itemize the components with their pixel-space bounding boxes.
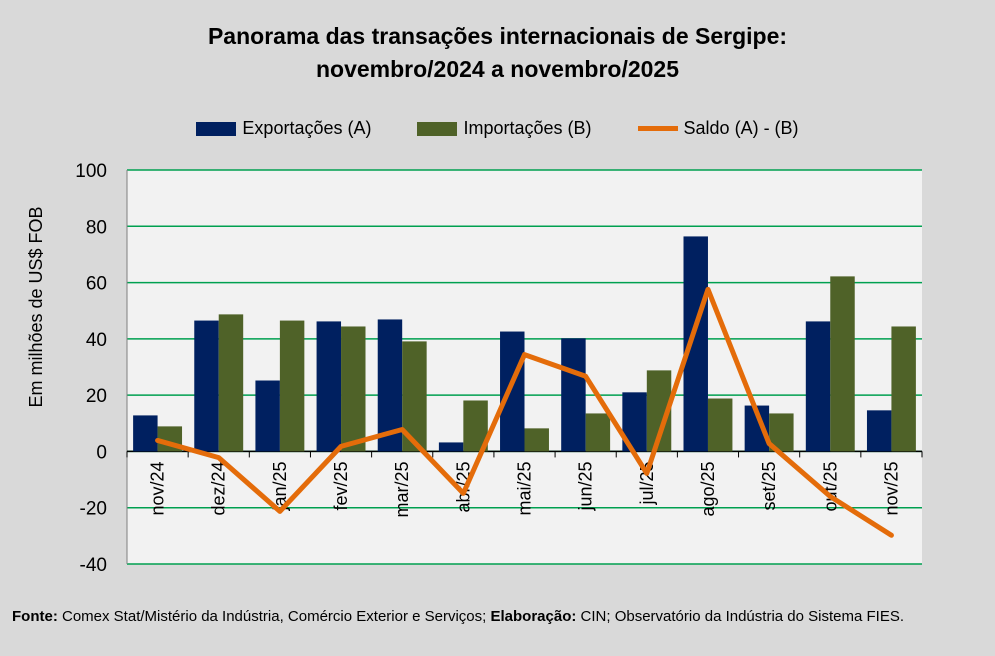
- export-bar: [255, 380, 280, 452]
- y-tick-label: 100: [75, 161, 107, 182]
- x-tick-label: out/25: [820, 461, 840, 511]
- import-bar: [524, 428, 549, 452]
- import-bar: [891, 326, 916, 452]
- import-bar: [707, 398, 733, 452]
- balance-line: [155, 286, 894, 538]
- source-note: Fonte: Comex Stat/Mistério da Indústria,…: [12, 606, 987, 628]
- y-tick-label: 40: [86, 330, 107, 351]
- y-tick-label: -40: [80, 555, 107, 576]
- export-bar: [683, 236, 708, 452]
- x-tick-label: ago/25: [698, 461, 718, 516]
- x-tick-label: set/25: [759, 461, 779, 510]
- y-tick-label: -20: [80, 499, 107, 520]
- x-tick-label: jan/25: [270, 461, 290, 511]
- export-bar: [316, 321, 342, 452]
- x-tick-label: dez/24: [209, 461, 229, 515]
- elaboration-label: Elaboração:: [490, 608, 577, 625]
- chart-title: Panorama das transações internacionais d…: [0, 20, 995, 86]
- legend-swatch: [417, 121, 458, 136]
- export-bar: [561, 338, 586, 452]
- legend-label: Exportações (A): [242, 118, 372, 138]
- x-tick-label: abr/25: [453, 461, 473, 512]
- legend-label: Importações (B): [463, 118, 592, 138]
- import-bar: [341, 326, 366, 452]
- import-bar: [279, 320, 305, 452]
- import-bar: [830, 276, 855, 452]
- import-bar: [218, 314, 244, 452]
- title-line-1: Panorama das transações internacionais d…: [207, 23, 788, 49]
- source-label: Fonte:: [12, 608, 58, 625]
- y-tick-label: 20: [86, 386, 107, 407]
- legend-label: Saldo (A) - (B): [683, 118, 799, 138]
- x-tick-label: fev/25: [331, 461, 351, 510]
- import-bar: [585, 413, 611, 452]
- x-tick-label: mai/25: [515, 461, 535, 515]
- export-bar: [805, 321, 831, 452]
- legend: Exportações (A) Importações (B) Saldo (A…: [0, 118, 995, 139]
- x-tick-label: nov/24: [148, 461, 168, 515]
- title-line-2: novembro/2024 a novembro/2025: [315, 56, 680, 82]
- x-tick-label: mar/25: [392, 461, 412, 517]
- legend-item-balance: Saldo (A) - (B): [637, 118, 799, 139]
- x-tick-label: nov/25: [881, 461, 901, 515]
- y-axis-label: Em milhões de US$ FOB: [26, 206, 46, 407]
- export-bar: [194, 320, 219, 452]
- export-bar: [438, 442, 464, 452]
- source-text: Comex Stat/Mistério da Indústria, Comérc…: [57, 608, 491, 625]
- y-tick-label: 80: [86, 217, 107, 238]
- legend-item-imports: Importações (B): [417, 118, 592, 139]
- export-bar: [866, 410, 892, 452]
- x-tick-label: jul/25: [637, 461, 657, 505]
- export-bar: [500, 331, 525, 452]
- plot: 100 80 60 40 20 0 -20 -40 nov/24 dez/24 jan/25 fev/…: [26, 161, 923, 576]
- legend-item-exports: Exportações (A): [196, 118, 371, 139]
- y-tick-label: 60: [86, 274, 107, 295]
- elaboration-text: CIN; Observatório da Indústria do Sistem…: [576, 608, 904, 625]
- x-tick-label: jun/25: [576, 461, 596, 511]
- export-bar: [133, 415, 158, 452]
- legend-line: [637, 126, 678, 131]
- legend-swatch: [196, 121, 237, 136]
- y-tick-label: 0: [96, 442, 107, 463]
